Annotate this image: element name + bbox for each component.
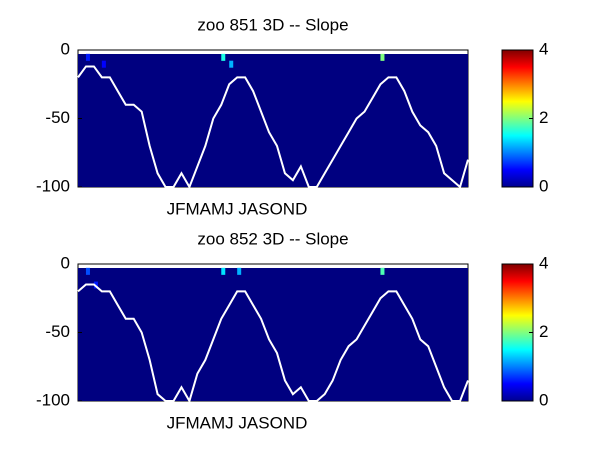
heatmap-cell bbox=[85, 53, 90, 61]
x-axis-label: JFMAMJ JASOND bbox=[167, 413, 308, 432]
colorbar-tick-label: 4 bbox=[539, 253, 548, 272]
colorbar-tick-label: 2 bbox=[539, 108, 548, 127]
heatmap-cell bbox=[221, 53, 226, 61]
colorbar bbox=[501, 49, 534, 188]
y-tick-label: -100 bbox=[36, 390, 70, 409]
heatmap-cell bbox=[380, 267, 385, 275]
depth-line bbox=[77, 283, 469, 404]
chart-title: zoo 852 3D -- Slope bbox=[197, 229, 348, 248]
heatmap-cell bbox=[221, 267, 226, 275]
y-tick-label: 0 bbox=[61, 39, 70, 58]
colorbar bbox=[501, 263, 534, 402]
colorbar-tick-label: 4 bbox=[539, 39, 548, 58]
heatmap-background bbox=[78, 268, 468, 401]
y-tick-label: -100 bbox=[36, 176, 70, 195]
colorbar-tick-label: 2 bbox=[539, 322, 548, 341]
y-tick-label: -50 bbox=[45, 108, 70, 127]
heatmap-background bbox=[78, 54, 468, 187]
heatmap-cell bbox=[229, 60, 234, 68]
y-tick-label: 0 bbox=[61, 253, 70, 272]
y-tick-label: -50 bbox=[45, 322, 70, 341]
colorbar-tick-label: 0 bbox=[539, 390, 548, 409]
heatmap-cell bbox=[85, 267, 90, 275]
heatmap-cell bbox=[101, 60, 106, 68]
x-axis-label: JFMAMJ JASOND bbox=[167, 199, 308, 218]
depth-line bbox=[77, 65, 469, 190]
heatmap-cell bbox=[237, 267, 242, 275]
heatmap-cell bbox=[380, 53, 385, 61]
chart-title: zoo 851 3D -- Slope bbox=[197, 15, 348, 34]
colorbar-tick-label: 0 bbox=[539, 176, 548, 195]
